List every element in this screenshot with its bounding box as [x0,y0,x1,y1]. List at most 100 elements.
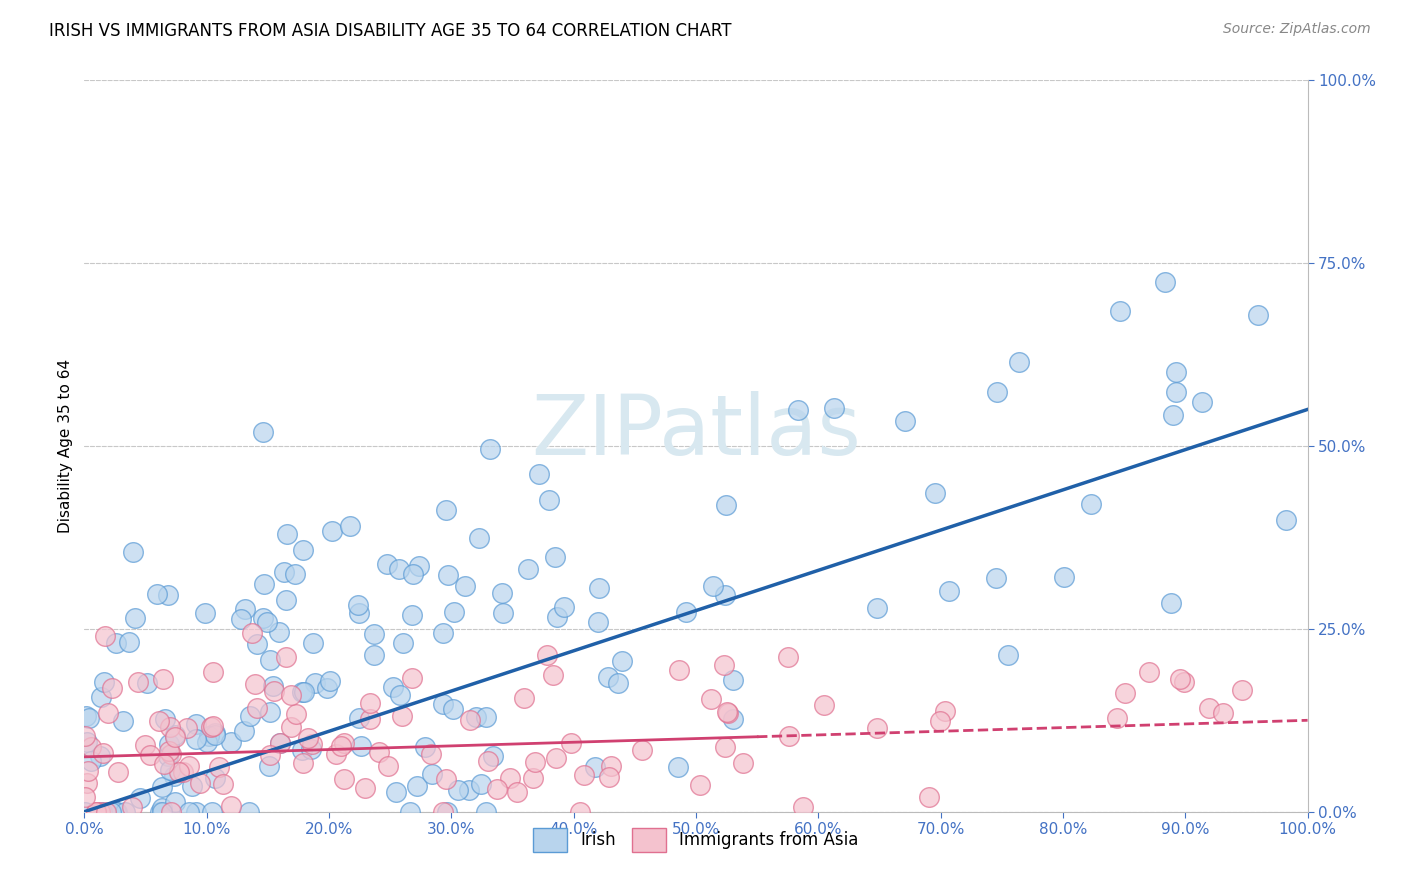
Point [84,805,107,819]
Point [325,747,347,761]
Point [689,778,711,792]
Point [159,763,181,777]
Point [269,736,291,750]
Point [517,562,540,576]
Point [291,743,314,757]
Point [346,598,368,612]
Point [280,689,302,703]
Point [246,638,269,652]
Point [1161,408,1184,422]
Point [134,738,156,752]
Point [263,684,285,698]
Point [377,759,399,773]
Point [347,711,370,725]
Point [172,764,194,779]
Point [491,586,513,600]
Point [177,805,200,819]
Point [399,805,422,819]
Point [401,671,423,685]
Point [572,768,595,782]
Point [259,748,281,763]
Point [184,716,207,731]
Point [513,691,536,706]
Point [148,714,170,728]
Point [1191,395,1213,409]
Point [267,625,290,640]
Point [291,543,314,558]
Point [80,739,103,754]
Point [107,765,129,780]
Point [186,731,208,746]
Point [165,728,187,742]
Point [273,565,295,579]
Point [333,736,356,750]
Point [553,599,575,614]
Point [94,629,117,643]
Point [1170,672,1192,686]
Point [465,710,488,724]
Point [432,626,454,640]
Point [388,562,411,576]
Point [197,729,219,743]
Point [408,558,430,573]
Point [243,677,266,691]
Point [537,493,560,508]
Point [184,805,207,819]
Point [176,721,198,735]
Point [315,681,337,696]
Point [181,779,204,793]
Point [124,611,146,625]
Point [93,675,115,690]
Point [157,748,180,763]
Point [135,675,157,690]
Point [443,605,465,619]
Point [276,649,298,664]
Point [89,748,111,763]
Point [219,798,242,813]
Point [157,588,180,602]
Point [259,705,281,719]
Point [167,765,190,780]
Point [714,499,737,513]
Point [792,799,814,814]
Point [1080,497,1102,511]
Point [90,690,112,705]
Point [413,740,436,755]
Point [702,579,724,593]
Point [778,649,800,664]
Point [159,747,181,761]
Point [713,740,735,755]
Point [929,714,952,728]
Point [420,747,443,761]
Point [1160,596,1182,610]
Point [299,742,322,756]
Point [304,676,326,690]
Point [90,805,112,819]
Point [474,805,496,819]
Text: Source: ZipAtlas.com: Source: ZipAtlas.com [1223,22,1371,37]
Point [276,527,298,541]
Point [432,697,454,711]
Point [583,760,606,774]
Point [1008,355,1031,369]
Point [201,718,224,732]
Point [786,403,808,417]
Point [588,581,610,595]
Point [330,739,353,753]
Point [1166,365,1188,379]
Point [233,601,256,615]
Point [319,674,342,689]
Point [240,626,263,640]
Point [610,654,633,668]
Point [367,745,389,759]
Point [105,636,128,650]
Point [97,706,120,720]
Point [165,731,187,745]
Point [284,567,307,582]
Point [1166,384,1188,399]
Point [723,673,745,688]
Point [297,731,319,746]
Point [252,425,274,439]
Point [363,648,385,663]
Point [152,672,174,686]
